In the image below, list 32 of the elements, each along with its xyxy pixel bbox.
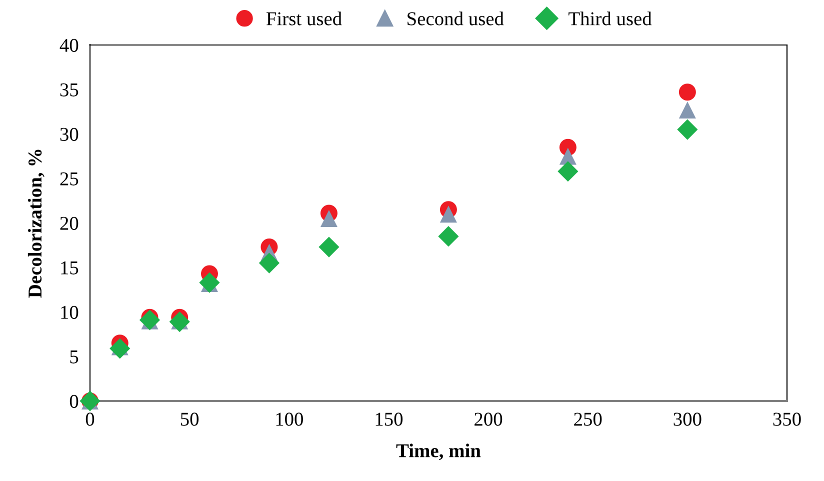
y-tick-label: 25 [60, 172, 78, 186]
x-tick-label: 300 [674, 412, 702, 426]
y-tick-label: 30 [60, 128, 78, 141]
point [678, 101, 696, 118]
y-tick-label: 10 [61, 306, 78, 319]
point [258, 252, 280, 274]
point [558, 161, 578, 182]
x-tick-label: 250 [574, 412, 602, 426]
x-tick-label: 200 [474, 412, 502, 426]
x-axis-title: Time, min [396, 444, 481, 460]
point [440, 206, 457, 223]
legend-label: First used [266, 12, 342, 26]
x-tick-label: 150 [376, 412, 403, 426]
point [677, 119, 698, 140]
point [318, 236, 340, 258]
x-tick-label: 350 [773, 412, 801, 426]
point [320, 210, 338, 228]
y-tick-label: 20 [60, 216, 78, 230]
legend-label: Second used [408, 12, 504, 26]
x-tick-label: 100 [276, 412, 303, 426]
y-tick-label: 15 [61, 261, 78, 274]
y-tick-label: 5 [70, 350, 78, 364]
point [559, 148, 576, 165]
y-tick-label: 40 [60, 38, 78, 52]
y-axis-title: Decolorization, % [28, 150, 44, 298]
point [438, 226, 459, 247]
y-tick-label: 35 [60, 83, 78, 96]
x-tick-label: 50 [180, 412, 199, 426]
y-tick-label: 0 [70, 394, 78, 408]
legend-label: Third used [568, 12, 652, 26]
x-tick-label: 0 [86, 412, 94, 426]
point [678, 84, 696, 101]
